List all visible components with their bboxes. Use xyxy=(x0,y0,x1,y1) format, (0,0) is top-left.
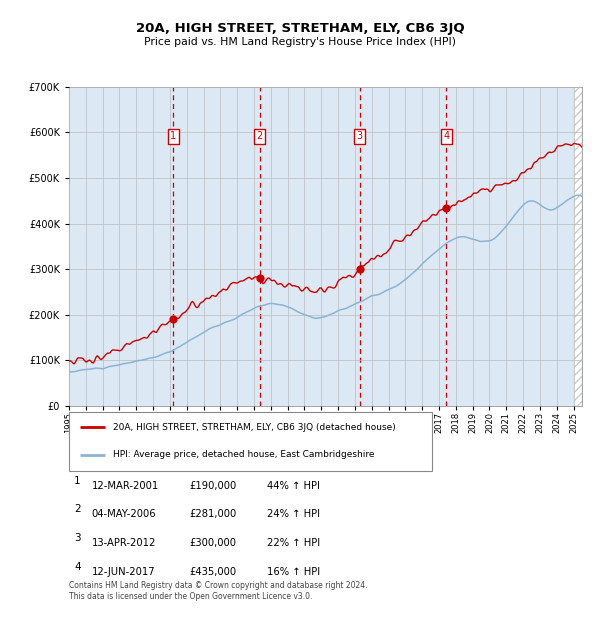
Text: 2: 2 xyxy=(257,131,263,141)
Point xyxy=(255,273,265,283)
Text: 3: 3 xyxy=(74,533,81,543)
Text: 12-JUN-2017: 12-JUN-2017 xyxy=(92,567,155,577)
Point xyxy=(442,203,451,213)
Text: 13-APR-2012: 13-APR-2012 xyxy=(92,538,156,548)
Text: £190,000: £190,000 xyxy=(189,480,236,490)
Text: 1: 1 xyxy=(74,476,81,486)
Point xyxy=(169,314,178,324)
Text: £281,000: £281,000 xyxy=(189,509,236,519)
Text: £435,000: £435,000 xyxy=(189,567,236,577)
Text: 4: 4 xyxy=(74,562,81,572)
Text: Contains HM Land Registry data © Crown copyright and database right 2024.: Contains HM Land Registry data © Crown c… xyxy=(69,581,367,590)
Text: 12-MAR-2001: 12-MAR-2001 xyxy=(92,480,159,490)
Text: 44% ↑ HPI: 44% ↑ HPI xyxy=(267,480,320,490)
Text: 16% ↑ HPI: 16% ↑ HPI xyxy=(267,567,320,577)
Text: HPI: Average price, detached house, East Cambridgeshire: HPI: Average price, detached house, East… xyxy=(113,450,374,459)
Text: 04-MAY-2006: 04-MAY-2006 xyxy=(92,509,157,519)
Text: 24% ↑ HPI: 24% ↑ HPI xyxy=(267,509,320,519)
Text: 4: 4 xyxy=(443,131,449,141)
Text: 22% ↑ HPI: 22% ↑ HPI xyxy=(267,538,320,548)
Text: 20A, HIGH STREET, STRETHAM, ELY, CB6 3JQ (detached house): 20A, HIGH STREET, STRETHAM, ELY, CB6 3JQ… xyxy=(113,422,395,432)
Text: 20A, HIGH STREET, STRETHAM, ELY, CB6 3JQ: 20A, HIGH STREET, STRETHAM, ELY, CB6 3JQ xyxy=(136,22,464,35)
Text: This data is licensed under the Open Government Licence v3.0.: This data is licensed under the Open Gov… xyxy=(69,592,313,601)
Point xyxy=(355,264,364,274)
Text: Price paid vs. HM Land Registry's House Price Index (HPI): Price paid vs. HM Land Registry's House … xyxy=(144,37,456,47)
Text: 3: 3 xyxy=(356,131,362,141)
Text: £300,000: £300,000 xyxy=(189,538,236,548)
Text: 2: 2 xyxy=(74,505,81,515)
Text: 1: 1 xyxy=(170,131,176,141)
